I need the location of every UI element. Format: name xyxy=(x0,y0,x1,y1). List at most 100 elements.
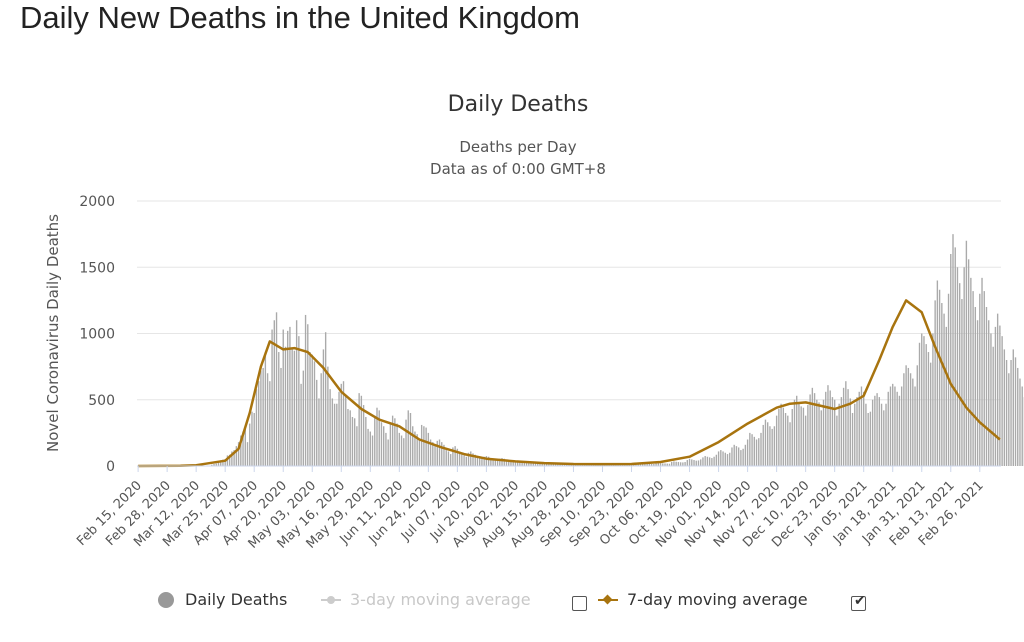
daily-death-bar xyxy=(1021,386,1023,466)
seven-day-average-line xyxy=(138,299,1001,468)
daily-death-bar xyxy=(449,454,452,466)
daily-death-bar xyxy=(329,389,331,466)
daily-death-bar xyxy=(936,280,939,466)
daily-death-bar xyxy=(313,361,316,466)
daily-death-bar xyxy=(249,423,251,466)
daily-death-bar xyxy=(780,403,782,466)
daily-death-bar xyxy=(764,419,767,467)
daily-death-bar xyxy=(778,409,780,466)
daily-death-bar xyxy=(287,330,289,466)
daily-death-bar xyxy=(456,448,459,466)
daily-death-bar xyxy=(708,457,711,466)
daily-death-bar xyxy=(912,378,914,466)
daily-death-bar xyxy=(492,459,494,467)
daily-death-bar xyxy=(798,402,800,466)
daily-death-bar xyxy=(434,444,436,466)
daily-death-bar xyxy=(458,451,461,466)
legend-item-daily-deaths[interactable]: Daily Deaths xyxy=(158,590,287,609)
daily-death-bar xyxy=(505,460,508,466)
y-tick-label: 500 xyxy=(88,393,115,409)
daily-death-bar xyxy=(762,424,764,466)
daily-death-bar xyxy=(215,463,217,466)
daily-death-bar xyxy=(838,403,840,466)
daily-death-bar xyxy=(396,423,398,466)
daily-death-bar xyxy=(461,454,463,466)
daily-death-bar xyxy=(876,393,878,467)
daily-death-bar xyxy=(282,329,284,466)
daily-death-bar xyxy=(327,366,329,467)
daily-death-bar xyxy=(686,460,689,466)
daily-death-bar xyxy=(244,427,246,466)
daily-death-bar xyxy=(519,460,521,466)
y-gridlines xyxy=(137,200,1001,401)
daily-death-bar xyxy=(324,332,327,466)
daily-death-bar xyxy=(262,367,264,466)
daily-death-bar xyxy=(224,459,226,466)
daily-death-bar xyxy=(307,324,309,466)
daily-death-bar xyxy=(831,397,834,466)
daily-death-bar xyxy=(880,403,883,466)
daily-death-bar xyxy=(356,426,358,466)
seven-day-average-checkbox[interactable]: ✔ xyxy=(851,593,866,611)
daily-death-bar xyxy=(731,447,733,466)
daily-death-bar xyxy=(246,442,249,466)
daily-death-bar xyxy=(900,386,903,466)
daily-death-bar xyxy=(983,291,985,466)
daily-death-bar xyxy=(898,395,901,466)
daily-death-bar xyxy=(537,462,539,466)
daily-death-bar xyxy=(702,457,704,466)
daily-death-bar xyxy=(235,446,238,467)
daily-death-bar xyxy=(981,277,983,466)
daily-death-bar xyxy=(1012,349,1014,466)
daily-death-bar xyxy=(963,267,965,466)
daily-death-bar xyxy=(309,352,311,466)
daily-death-bar xyxy=(336,403,338,466)
daily-death-bar xyxy=(362,405,365,466)
daily-death-bar xyxy=(925,344,927,466)
daily-death-bar xyxy=(508,460,510,466)
daily-death-bar xyxy=(345,394,347,466)
legend-label-3-day-average: 3-day moving average xyxy=(350,590,531,609)
daily-death-bar xyxy=(240,435,242,466)
daily-death-bar xyxy=(662,463,664,466)
daily-death-bar xyxy=(516,460,519,466)
daily-death-bar xyxy=(374,415,376,466)
daily-death-bar xyxy=(796,395,798,466)
daily-death-bar xyxy=(737,447,740,466)
daily-death-bar xyxy=(474,454,476,466)
daily-death-bar xyxy=(398,432,401,467)
daily-death-bar xyxy=(800,406,802,467)
daily-death-bar xyxy=(945,326,947,467)
seven-day-average-legend-line-icon xyxy=(598,592,618,608)
daily-death-bar xyxy=(503,458,505,466)
daily-death-bar xyxy=(496,460,499,466)
daily-death-bar xyxy=(490,458,492,466)
daily-death-bar xyxy=(927,352,930,466)
daily-death-bar xyxy=(956,267,959,466)
daily-death-bar xyxy=(769,426,771,466)
three-day-average-legend-line-icon xyxy=(321,592,341,608)
legend-item-7-day-average[interactable]: 7-day moving average xyxy=(598,590,808,609)
daily-death-bar xyxy=(733,444,735,466)
daily-death-bar xyxy=(284,346,287,466)
daily-death-bar xyxy=(760,432,762,467)
daily-death-bar xyxy=(443,444,445,466)
legend-item-3-day-average[interactable]: 3-day moving average xyxy=(321,590,531,609)
daily-death-bar xyxy=(918,342,921,466)
daily-death-bar xyxy=(432,442,434,466)
three-day-average-checkbox[interactable] xyxy=(572,596,587,611)
daily-death-bar xyxy=(407,410,409,466)
daily-death-bar xyxy=(559,464,561,466)
daily-death-bar xyxy=(704,456,706,466)
daily-death-bar xyxy=(342,381,345,466)
daily-death-bar xyxy=(972,291,974,466)
daily-death-bar xyxy=(720,450,722,466)
daily-death-bar xyxy=(773,426,776,466)
daily-death-bar xyxy=(717,451,720,466)
daily-death-bar xyxy=(514,460,517,466)
daily-death-bar xyxy=(988,320,990,466)
daily-death-bar xyxy=(340,383,342,466)
daily-death-bar xyxy=(782,407,785,466)
daily-death-bar xyxy=(438,439,441,466)
